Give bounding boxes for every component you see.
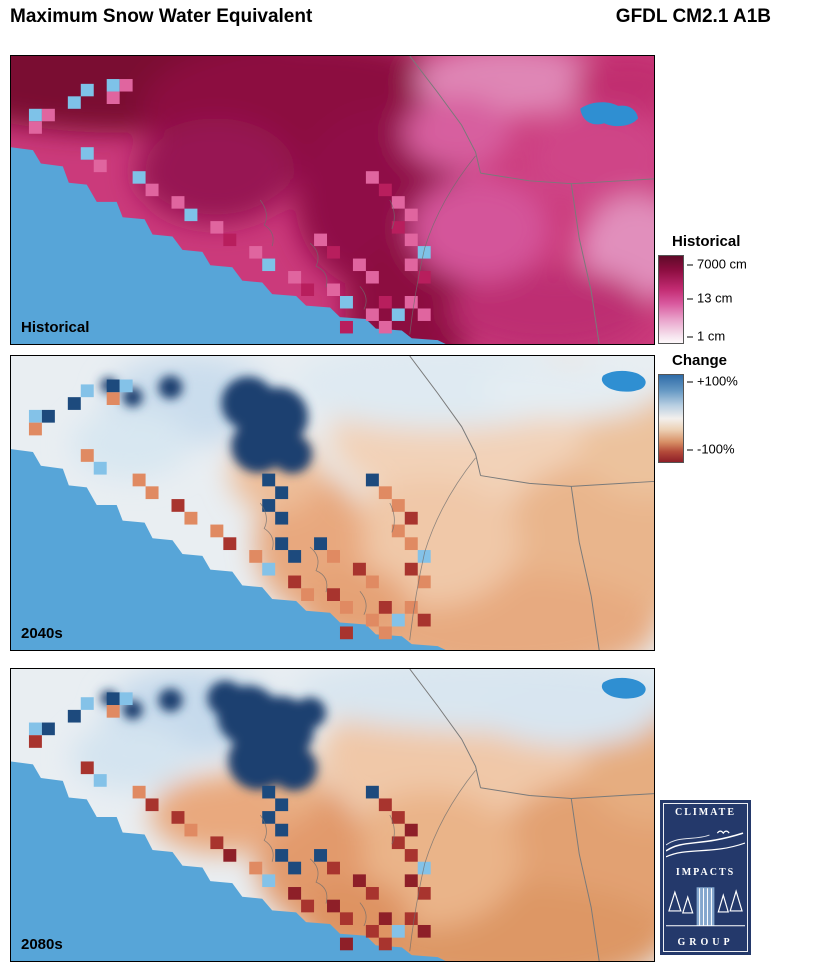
map-image-2040s <box>11 356 654 650</box>
tree-icon <box>681 894 694 914</box>
map-panel-2040s: 2040s <box>10 355 655 651</box>
coastal-grid-cells <box>28 379 431 640</box>
tree-icon <box>717 892 730 913</box>
strong-increase-blob <box>100 680 327 791</box>
lake <box>601 677 646 699</box>
boundary-lines <box>409 356 654 650</box>
page-title: Maximum Snow Water Equivalent <box>10 6 313 27</box>
legend-tick-max: 7000 cm <box>687 257 747 272</box>
change-field <box>70 669 654 961</box>
fields-and-bird-art <box>666 830 745 857</box>
panel-label-historical: Historical <box>21 319 90 336</box>
coastal-grid-cells <box>28 79 431 334</box>
bird-icon <box>716 830 730 834</box>
coastline-detail <box>259 769 476 952</box>
ocean-region <box>11 449 446 650</box>
trees-and-waterfall-art <box>666 886 745 926</box>
coastline-detail <box>259 155 476 335</box>
tree-icon <box>729 888 743 912</box>
map-image-historical <box>11 56 654 344</box>
lake <box>601 370 646 392</box>
strong-increase-blob <box>100 375 313 474</box>
legend-tick-minus100: -100% <box>687 442 735 457</box>
boundary-lines <box>409 669 654 961</box>
boundary-lines <box>409 56 654 344</box>
climate-impacts-group-logo: CLIMATE IMPACTS GROUP <box>660 800 751 955</box>
change-colorbar <box>658 374 684 463</box>
legend-change: Change +100% -100% <box>656 352 816 482</box>
legend-change-title: Change <box>672 352 728 369</box>
map-panel-historical: Historical <box>10 55 655 345</box>
historical-colorbar <box>658 255 684 344</box>
change-field <box>70 356 654 650</box>
coastline-detail <box>259 457 476 641</box>
model-scenario-label: GFDL CM2.1 A1B <box>615 6 771 27</box>
legend-tick-mid: 13 cm <box>687 291 732 306</box>
panel-label-2080s: 2080s <box>21 936 63 953</box>
legend-historical: Historical 7000 cm 13 cm 1 cm <box>656 233 816 363</box>
legend-tick-min: 1 cm <box>687 329 725 344</box>
logo-climate-text: CLIMATE <box>674 807 737 818</box>
panel-label-2040s: 2040s <box>21 625 63 642</box>
waterfall-icon <box>696 886 715 926</box>
ocean-region <box>11 761 446 961</box>
logo-frame: CLIMATE IMPACTS GROUP <box>663 803 748 952</box>
lake <box>580 102 639 127</box>
tree-icon <box>668 889 682 912</box>
ocean-region <box>11 147 446 344</box>
swe-field <box>11 56 654 344</box>
legend-tick-plus100: +100% <box>687 374 738 389</box>
map-panel-2080s: 2080s <box>10 668 655 962</box>
logo-group-text: GROUP <box>677 937 734 948</box>
legend-historical-title: Historical <box>672 233 741 250</box>
logo-impacts-text: IMPACTS <box>675 867 736 878</box>
coastal-grid-cells <box>28 692 431 951</box>
map-image-2080s <box>11 669 654 961</box>
